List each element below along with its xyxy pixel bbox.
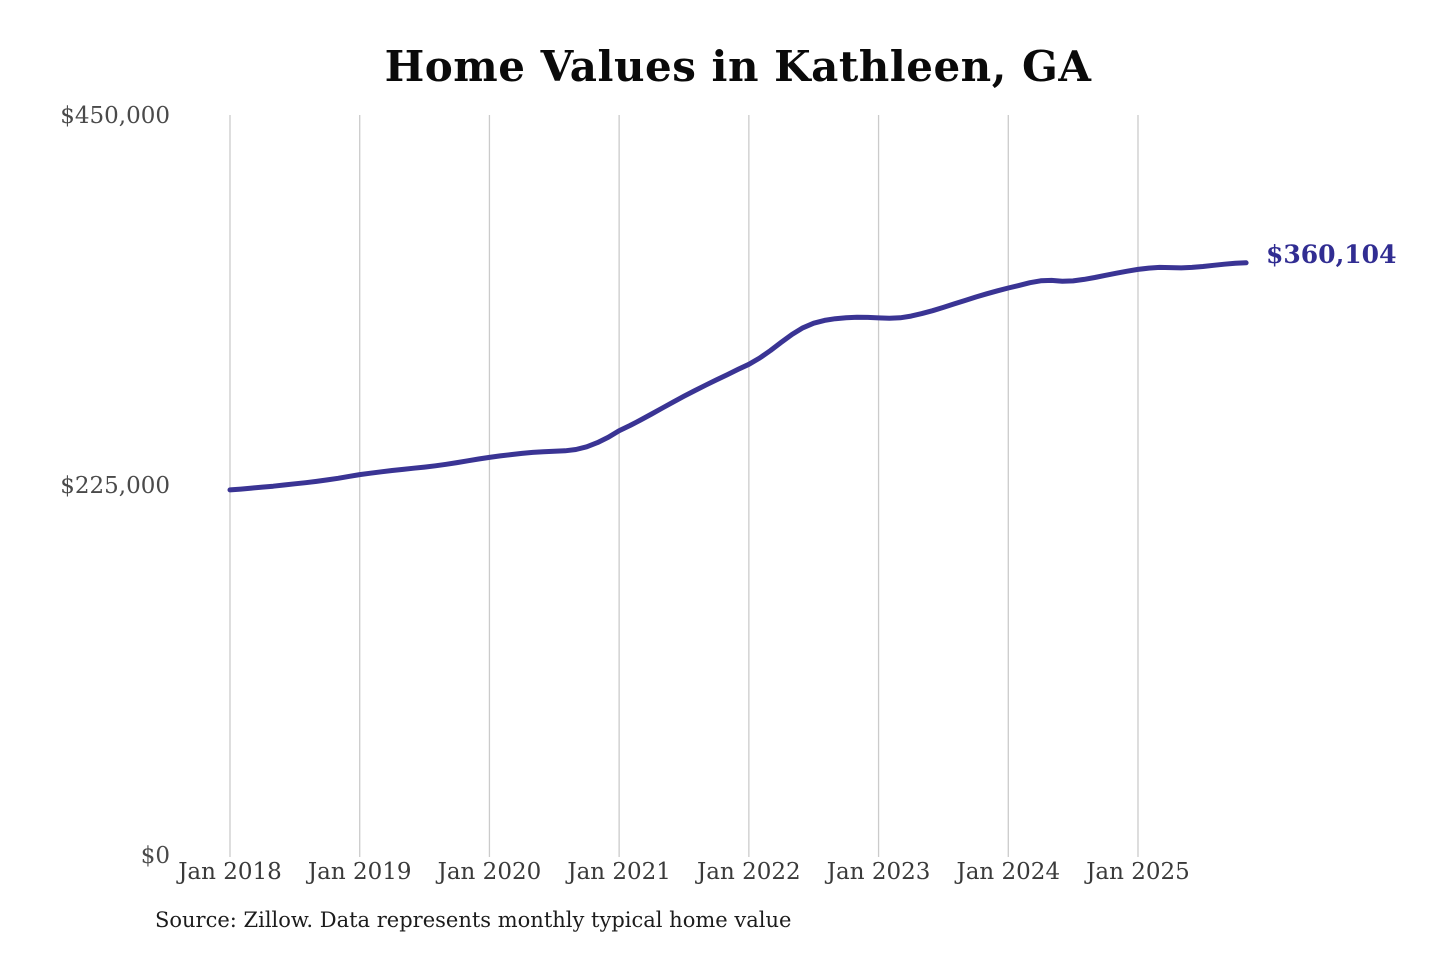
x-axis-tick-label: Jan 2021 (565, 859, 671, 885)
x-axis-tick-label: Jan 2019 (306, 859, 412, 885)
chart-title: Home Values in Kathleen, GA (384, 42, 1092, 91)
home-value-line-series (227, 260, 1249, 493)
x-axis-tick-label: Jan 2023 (825, 859, 931, 885)
y-axis-tick-label: $0 (141, 843, 170, 869)
x-axis-tick-label: Jan 2022 (695, 859, 801, 885)
x-axis-tick-label: Jan 2020 (436, 859, 542, 885)
x-axis-tick-label: Jan 2024 (954, 859, 1060, 885)
x-axis-tick-label: Jan 2018 (176, 859, 282, 885)
x-axis-tick-label: Jan 2025 (1084, 859, 1190, 885)
y-axis-tick-label: $225,000 (60, 473, 170, 499)
source-note: Source: Zillow. Data represents monthly … (155, 908, 792, 932)
end-value-label: $360,104 (1266, 240, 1397, 269)
y-axis-tick-label: $450,000 (60, 103, 170, 129)
